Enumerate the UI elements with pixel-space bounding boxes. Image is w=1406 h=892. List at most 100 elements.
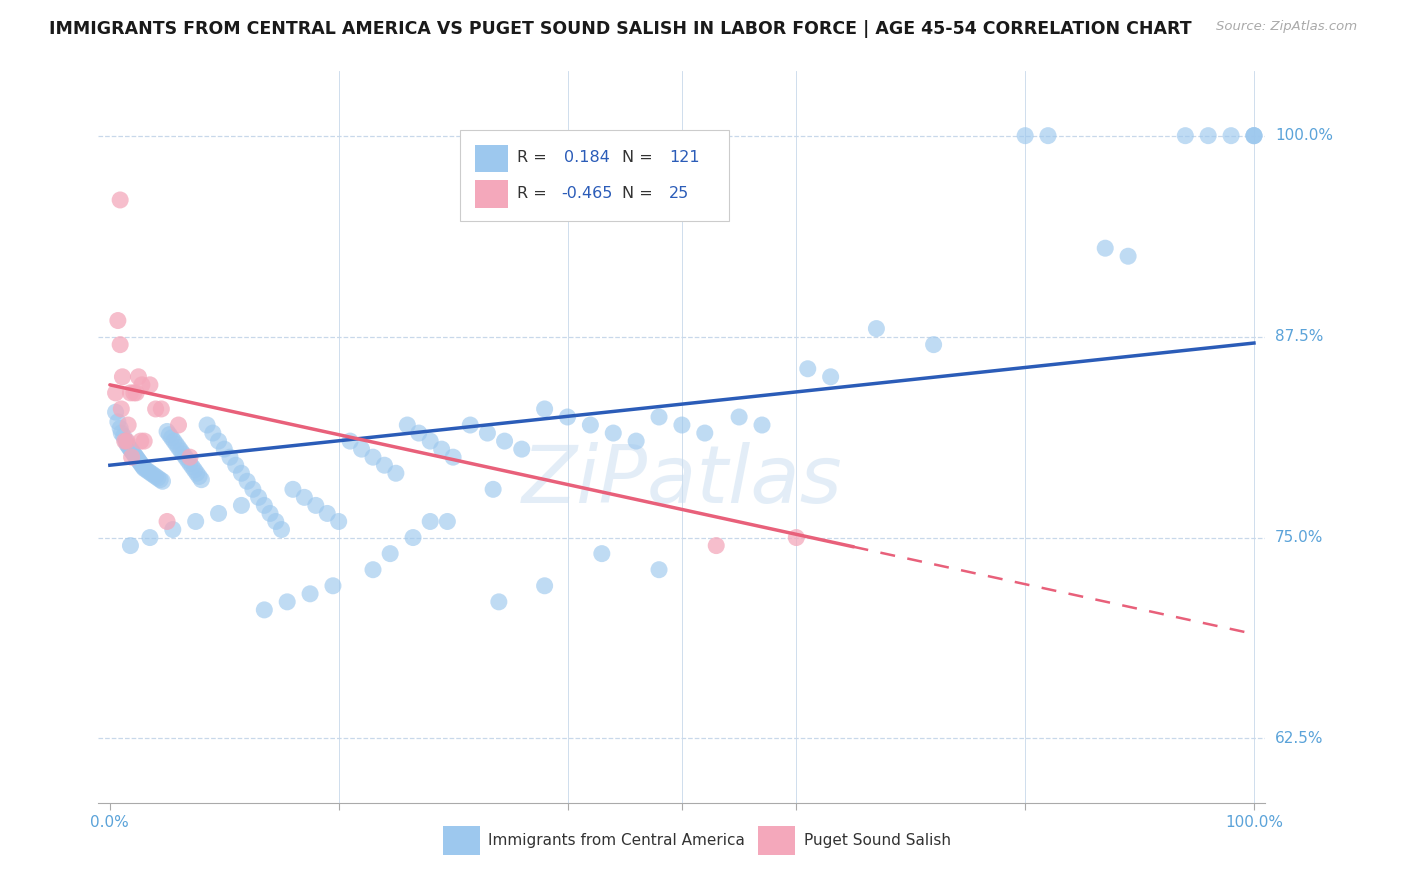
Point — [104, 405, 127, 419]
Point — [728, 409, 751, 424]
Point — [170, 443, 193, 458]
Point — [122, 385, 145, 400]
Point — [195, 417, 218, 432]
Point — [373, 458, 395, 473]
Point — [316, 507, 339, 521]
Text: Puget Sound Salish: Puget Sound Salish — [804, 833, 952, 848]
Point — [156, 425, 179, 439]
Point — [163, 434, 186, 449]
FancyBboxPatch shape — [443, 826, 479, 855]
Point — [179, 457, 201, 471]
Point — [1197, 128, 1219, 143]
Point — [201, 425, 224, 440]
Point — [145, 401, 167, 416]
Point — [167, 417, 190, 432]
Point — [207, 434, 229, 449]
Point — [1243, 128, 1265, 143]
FancyBboxPatch shape — [475, 180, 508, 208]
Point — [179, 450, 201, 465]
Point — [402, 531, 425, 545]
Point — [172, 447, 194, 461]
Point — [111, 369, 134, 384]
Point — [176, 453, 198, 467]
Point — [186, 467, 208, 481]
Text: N =: N = — [623, 186, 658, 201]
Point — [115, 434, 138, 449]
Point — [494, 434, 516, 449]
Point — [162, 523, 184, 537]
Point — [183, 463, 205, 477]
Point — [797, 361, 820, 376]
Point — [160, 431, 183, 445]
Point — [1094, 241, 1116, 255]
Point — [231, 467, 253, 481]
Point — [1116, 249, 1139, 263]
Point — [557, 409, 579, 424]
Text: 75.0%: 75.0% — [1275, 530, 1323, 545]
Text: Source: ZipAtlas.com: Source: ZipAtlas.com — [1216, 20, 1357, 33]
Point — [648, 563, 671, 577]
Point — [396, 417, 419, 432]
Point — [107, 313, 129, 327]
Point — [322, 579, 344, 593]
Point — [671, 417, 693, 432]
Point — [145, 469, 167, 483]
Point — [125, 450, 148, 465]
Text: N =: N = — [623, 150, 658, 165]
Point — [167, 441, 190, 455]
Point — [693, 425, 716, 440]
Point — [117, 417, 139, 432]
FancyBboxPatch shape — [475, 145, 508, 172]
Point — [107, 415, 129, 429]
Point — [135, 463, 157, 477]
Point — [128, 455, 150, 469]
Point — [139, 377, 162, 392]
Point — [207, 507, 229, 521]
Point — [225, 458, 247, 473]
Point — [1243, 128, 1265, 143]
Point — [139, 531, 162, 545]
Point — [174, 450, 197, 465]
Point — [1220, 128, 1243, 143]
Point — [121, 443, 143, 458]
Point — [1243, 128, 1265, 143]
Point — [134, 434, 156, 449]
Point — [281, 483, 304, 497]
Point — [270, 523, 292, 537]
Point — [361, 563, 384, 577]
Text: 62.5%: 62.5% — [1275, 731, 1323, 746]
Point — [751, 417, 773, 432]
Point — [922, 337, 945, 351]
Point — [385, 467, 408, 481]
Point — [120, 539, 142, 553]
Point — [510, 442, 533, 457]
Point — [214, 442, 236, 457]
Point — [142, 467, 165, 482]
Point — [139, 467, 162, 481]
Point — [482, 483, 505, 497]
Point — [108, 337, 131, 351]
Point — [292, 491, 315, 505]
Point — [430, 442, 453, 457]
Point — [276, 595, 298, 609]
Point — [121, 445, 143, 459]
Point — [299, 587, 322, 601]
Point — [219, 450, 242, 465]
Point — [131, 458, 153, 473]
Point — [121, 450, 143, 465]
Point — [236, 475, 259, 489]
Point — [108, 421, 131, 435]
Point — [785, 531, 807, 545]
Point — [820, 369, 842, 384]
Point — [112, 429, 135, 443]
Point — [104, 385, 127, 400]
FancyBboxPatch shape — [460, 130, 728, 221]
Point — [152, 475, 174, 489]
Point — [1014, 128, 1036, 143]
Point — [408, 425, 430, 440]
Point — [120, 442, 142, 457]
FancyBboxPatch shape — [758, 826, 796, 855]
Point — [156, 515, 179, 529]
Point — [118, 441, 141, 455]
Point — [108, 193, 131, 207]
